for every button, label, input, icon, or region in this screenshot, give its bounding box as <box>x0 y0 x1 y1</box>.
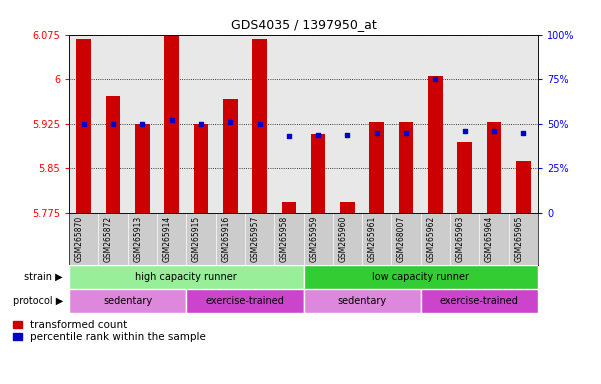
Point <box>430 76 440 82</box>
Text: GSM265960: GSM265960 <box>338 216 347 262</box>
Point <box>196 121 206 127</box>
Bar <box>516 161 531 213</box>
Bar <box>487 122 501 213</box>
Text: low capacity runner: low capacity runner <box>372 272 469 282</box>
Text: strain ▶: strain ▶ <box>25 272 63 282</box>
Bar <box>281 202 296 213</box>
Text: exercise-trained: exercise-trained <box>206 296 284 306</box>
Bar <box>421 289 538 313</box>
Point <box>519 130 528 136</box>
Bar <box>428 76 443 213</box>
Text: GSM268007: GSM268007 <box>397 216 406 262</box>
Bar <box>252 39 267 213</box>
Text: sedentary: sedentary <box>338 296 386 306</box>
Bar <box>186 289 304 313</box>
Point <box>138 121 147 127</box>
Bar <box>223 99 237 213</box>
Point <box>343 131 352 137</box>
Bar <box>304 289 421 313</box>
Text: GSM265913: GSM265913 <box>133 216 142 262</box>
Bar <box>194 124 209 213</box>
Bar <box>398 122 413 213</box>
Text: GDS4035 / 1397950_at: GDS4035 / 1397950_at <box>231 18 376 31</box>
Bar <box>76 39 91 213</box>
Bar <box>106 96 120 213</box>
Legend: transformed count, percentile rank within the sample: transformed count, percentile rank withi… <box>11 318 208 344</box>
Text: GSM265872: GSM265872 <box>104 216 113 262</box>
Text: GSM265963: GSM265963 <box>456 216 465 262</box>
Text: high capacity runner: high capacity runner <box>135 272 237 282</box>
Text: GSM265961: GSM265961 <box>368 216 377 262</box>
Text: GSM265957: GSM265957 <box>251 216 260 262</box>
Text: GSM265914: GSM265914 <box>163 216 172 262</box>
Bar <box>69 289 186 313</box>
Bar <box>311 134 326 213</box>
Text: GSM265959: GSM265959 <box>309 216 318 262</box>
Point <box>460 128 469 134</box>
Bar <box>457 142 472 213</box>
Point <box>255 121 264 127</box>
Text: GSM265915: GSM265915 <box>192 216 201 262</box>
Bar <box>340 202 355 213</box>
Text: GSM265870: GSM265870 <box>75 216 84 262</box>
Bar <box>164 35 179 213</box>
Point <box>313 131 323 137</box>
Point <box>225 119 235 125</box>
Point <box>401 130 411 136</box>
Bar <box>370 122 384 213</box>
Bar <box>69 265 304 289</box>
Point <box>489 128 499 134</box>
Text: GSM265958: GSM265958 <box>280 216 289 262</box>
Text: sedentary: sedentary <box>103 296 152 306</box>
Bar <box>135 124 150 213</box>
Point <box>372 130 382 136</box>
Point <box>284 133 294 139</box>
Text: exercise-trained: exercise-trained <box>440 296 519 306</box>
Text: protocol ▶: protocol ▶ <box>13 296 63 306</box>
Point <box>108 121 118 127</box>
Point <box>167 117 177 123</box>
Text: GSM265962: GSM265962 <box>426 216 435 262</box>
Text: GSM265964: GSM265964 <box>485 216 494 262</box>
Text: GSM265965: GSM265965 <box>514 216 523 262</box>
Bar <box>304 265 538 289</box>
Point <box>79 121 88 127</box>
Text: GSM265916: GSM265916 <box>221 216 230 262</box>
